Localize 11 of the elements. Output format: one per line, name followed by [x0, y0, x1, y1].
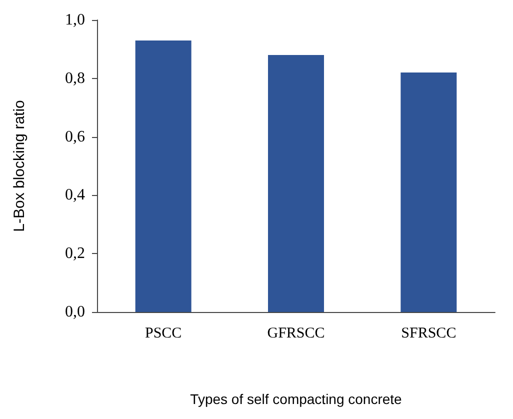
- y-tick-label: 1,0: [65, 12, 85, 28]
- y-tick-label: 0,8: [65, 70, 85, 87]
- x-tick-label: GFRSCC: [267, 326, 325, 342]
- x-tick-label: PSCC: [144, 326, 182, 342]
- y-tick-label: 0,4: [65, 186, 85, 204]
- y-tick-label: 0,2: [65, 245, 85, 262]
- x-axis-title: Types of self compacting concrete: [190, 391, 402, 407]
- x-tick-label: SFRSCC: [401, 326, 456, 342]
- y-tick-label: 0,6: [65, 128, 85, 146]
- y-axis-title: L-Box blocking ratio: [11, 100, 28, 232]
- y-tick-label: 0,0: [65, 304, 85, 320]
